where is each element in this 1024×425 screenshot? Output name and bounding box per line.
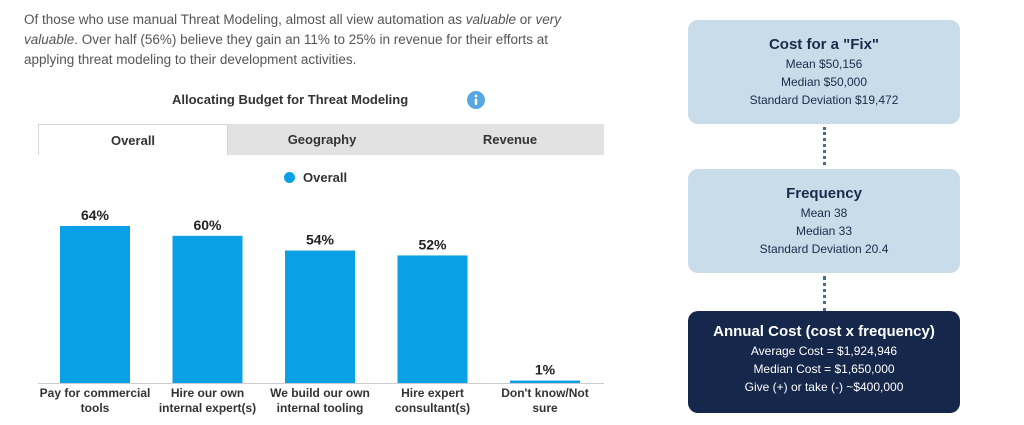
- category-label-line: Hire our own: [170, 386, 245, 400]
- legend-dot-icon: [284, 172, 295, 183]
- annual-cost-median: Median Cost = $1,650,000: [753, 362, 895, 376]
- category-label-line: Don't know/Not: [501, 386, 589, 400]
- cost-fix-mean: Mean $50,156: [785, 57, 863, 71]
- cost-fix-title: Cost for a "Fix": [768, 36, 880, 53]
- bar-3[interactable]: [397, 255, 468, 383]
- chart-tabs: Overall Geography Revenue: [38, 124, 604, 155]
- frequency-mean: Mean 38: [800, 206, 848, 220]
- category-label-3: Hire expert consultant(s): [373, 386, 493, 416]
- intro-emphasis-very-valuable: very valuable: [24, 12, 562, 47]
- annual-cost-box: Annual Cost (cost x frequency) Average C…: [688, 311, 960, 413]
- category-label-line: tools: [80, 401, 110, 415]
- connector-dots-2: [823, 276, 826, 312]
- category-label-4: Don't know/Not sure: [485, 386, 605, 416]
- bar-2[interactable]: [285, 250, 355, 383]
- data-label-4: 1%: [535, 362, 556, 378]
- category-label-line: consultant(s): [394, 401, 471, 415]
- bar-1[interactable]: [172, 235, 243, 383]
- chart-legend[interactable]: Overall: [284, 170, 347, 185]
- bar-4[interactable]: [510, 380, 580, 383]
- intro-text-3: . Over half (56%) believe they gain an 1…: [24, 32, 549, 67]
- category-label-line: We build our own: [270, 386, 370, 400]
- annual-cost-average: Average Cost = $1,924,946: [750, 344, 898, 358]
- connector-dots-1: [823, 127, 826, 165]
- category-label-1: Hire our own internal expert(s): [148, 386, 268, 416]
- frequency-box: Frequency Mean 38 Median 33 Standard Dev…: [688, 169, 960, 273]
- info-icon[interactable]: [467, 91, 485, 109]
- intro-text-1: Of those who use manual Threat Modeling,…: [24, 12, 466, 27]
- intro-emphasis-valuable: valuable: [465, 12, 517, 27]
- bar-0[interactable]: [60, 226, 130, 383]
- category-label-line: sure: [532, 401, 558, 415]
- frequency-median: Median 33: [795, 224, 853, 238]
- category-label-line: Pay for commercial: [39, 386, 151, 400]
- annual-cost-range: Give (+) or take (-) ~$400,000: [744, 380, 904, 394]
- annual-cost-title: Annual Cost (cost x frequency): [713, 323, 935, 340]
- category-label-line: internal tooling: [276, 401, 364, 415]
- category-label-0: Pay for commercial tools: [35, 386, 155, 416]
- cost-fix-box: Cost for a "Fix" Mean $50,156 Median $50…: [688, 20, 960, 124]
- category-label-line: Hire expert: [401, 386, 464, 400]
- intro-text-2: or: [516, 12, 536, 27]
- cost-fix-median: Median $50,000: [780, 75, 868, 89]
- tab-overall[interactable]: Overall: [38, 124, 228, 155]
- data-label-2: 54%: [306, 232, 335, 248]
- frequency-std: Standard Deviation 20.4: [759, 242, 889, 256]
- intro-paragraph: Of those who use manual Threat Modeling,…: [24, 10, 584, 70]
- cost-fix-std: Standard Deviation $19,472: [749, 93, 899, 107]
- legend-label: Overall: [303, 170, 348, 185]
- data-label-3: 52%: [418, 236, 447, 252]
- data-label-1: 60%: [193, 217, 222, 233]
- category-label-2: We build our own internal tooling: [260, 386, 380, 416]
- data-label-0: 64%: [81, 207, 110, 223]
- category-label-line: internal expert(s): [158, 401, 257, 415]
- tab-revenue[interactable]: Revenue: [482, 132, 538, 147]
- chart-title: Allocating Budget for Threat Modeling: [172, 92, 409, 107]
- tab-geography[interactable]: Geography: [287, 132, 357, 147]
- bar-chart: 64% 60% 54% 52% 1%: [38, 207, 604, 384]
- frequency-title: Frequency: [786, 185, 862, 202]
